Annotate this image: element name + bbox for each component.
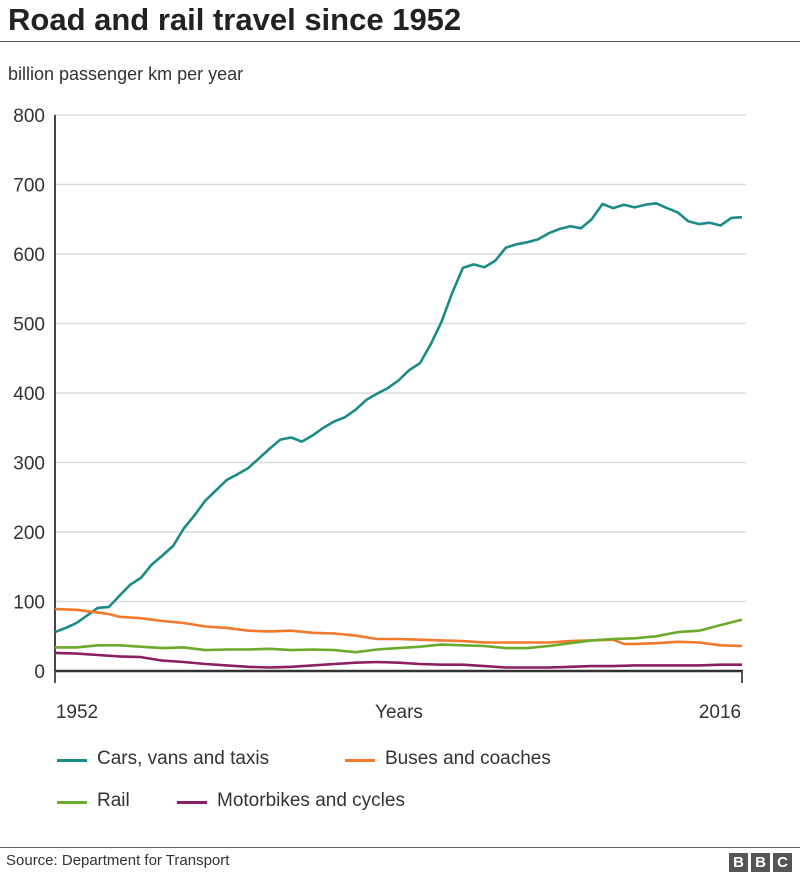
legend-label: Motorbikes and cycles	[217, 790, 405, 811]
legend-label: Rail	[97, 790, 130, 811]
logo-letter: C	[773, 853, 792, 872]
x-axis-label: Years	[375, 702, 423, 723]
logo-letter: B	[729, 853, 748, 872]
legend-swatch	[177, 801, 207, 804]
series-line	[54, 202, 743, 634]
y-tick-label: 200	[13, 523, 45, 544]
y-tick-label: 700	[13, 176, 45, 197]
x-tick-label: 2016	[699, 702, 741, 723]
y-tick-label: 0	[34, 662, 45, 683]
footer-divider	[0, 847, 800, 848]
y-axis-label: billion passenger km per year	[8, 64, 244, 84]
legend-swatch	[345, 759, 375, 762]
legend-label: Cars, vans and taxis	[97, 748, 270, 769]
series-line	[54, 607, 743, 648]
legend-swatch	[57, 759, 87, 762]
chart-title: Road and rail travel since 1952	[8, 2, 462, 37]
source-note: Source: Department for Transport	[6, 852, 230, 869]
y-tick-label: 800	[13, 106, 45, 127]
legend-swatch	[57, 801, 87, 804]
x-tick-label: 1952	[56, 702, 98, 723]
logo-letter: B	[751, 853, 770, 872]
legend-label: Buses and coaches	[385, 748, 551, 769]
title-divider	[0, 41, 800, 42]
bbc-logo: B B C	[729, 853, 792, 872]
y-tick-label: 600	[13, 245, 45, 266]
y-tick-label: 400	[13, 384, 45, 405]
y-tick-label: 500	[13, 315, 45, 336]
y-tick-label: 100	[13, 593, 45, 614]
y-tick-label: 300	[13, 454, 45, 475]
series-line	[54, 651, 742, 669]
series-line	[55, 618, 743, 654]
